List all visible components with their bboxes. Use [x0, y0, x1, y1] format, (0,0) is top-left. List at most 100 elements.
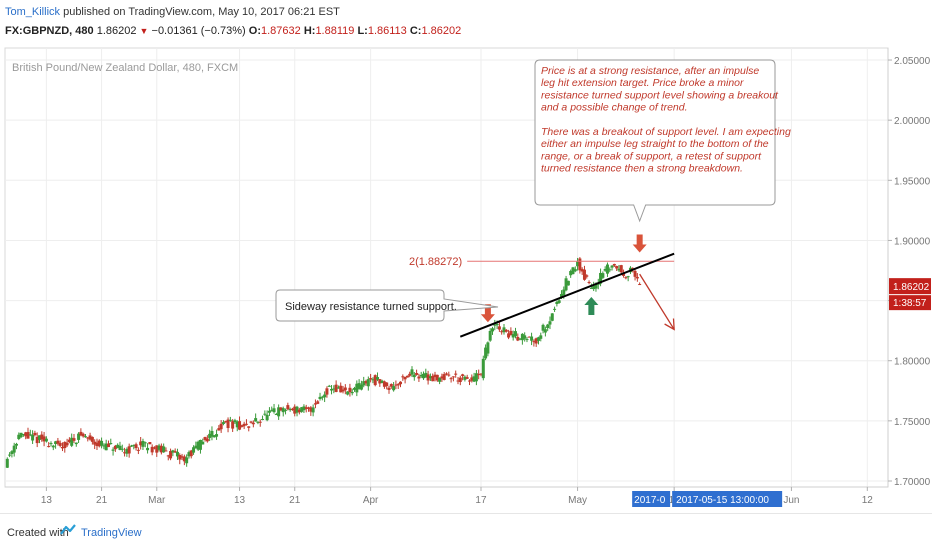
candle — [518, 338, 522, 340]
candle — [132, 444, 136, 446]
candle — [474, 373, 478, 382]
candle — [295, 406, 299, 413]
candle — [231, 421, 235, 429]
y-tick-label: 1.75000 — [894, 417, 931, 428]
candle — [37, 435, 41, 440]
candle — [341, 389, 345, 392]
candle — [580, 269, 584, 272]
countdown-label: 1:38:57 — [893, 298, 927, 309]
candle — [511, 334, 515, 338]
candle — [274, 414, 278, 416]
candle — [619, 265, 623, 273]
candle — [553, 308, 557, 310]
candle — [419, 374, 423, 377]
candle — [527, 336, 531, 338]
candle — [77, 433, 81, 440]
candle — [44, 438, 48, 442]
candle — [235, 421, 239, 428]
x-tick-label: 17 — [475, 495, 487, 506]
candle — [21, 434, 25, 436]
candle — [293, 406, 297, 414]
candle — [431, 375, 435, 382]
candle — [546, 324, 550, 329]
callout-line: resistance turned support level showing … — [541, 89, 779, 101]
candle — [376, 377, 380, 380]
candle — [279, 407, 283, 411]
high-label: H: — [303, 25, 316, 37]
candle — [615, 266, 619, 269]
candle — [70, 437, 74, 446]
candle — [219, 423, 223, 430]
up-arrow-icon — [584, 296, 599, 315]
candle — [17, 434, 21, 440]
close-label: C: — [409, 25, 422, 37]
candle — [14, 443, 18, 446]
x-tick-label: 13 — [41, 495, 53, 506]
tradingview-link[interactable]: TradingView — [81, 527, 142, 539]
candle — [415, 373, 419, 375]
candle — [359, 384, 363, 390]
candle — [102, 445, 106, 447]
candle — [472, 376, 476, 382]
created-with-text: Created with — [7, 527, 69, 539]
candle — [318, 396, 322, 399]
candle — [612, 263, 616, 266]
candle — [504, 329, 508, 332]
candle — [635, 276, 639, 279]
candle — [451, 376, 455, 378]
candle — [141, 440, 145, 447]
candle — [129, 445, 133, 447]
author-link[interactable]: Tom_Killick — [5, 6, 61, 18]
candle — [543, 329, 547, 333]
candle — [304, 407, 308, 409]
callout-line: turned resistance then a strong breakdow… — [541, 163, 743, 175]
candle — [585, 275, 589, 277]
candle — [150, 446, 154, 453]
candle — [267, 410, 271, 413]
candle — [633, 270, 637, 277]
candle — [449, 378, 453, 380]
candle — [555, 301, 559, 305]
candle — [205, 438, 209, 442]
candle — [378, 379, 382, 384]
x-tick-label: Apr — [363, 495, 379, 506]
candle — [159, 445, 163, 453]
candle — [500, 331, 504, 333]
candle — [277, 407, 281, 417]
candle — [601, 273, 605, 278]
candle — [284, 409, 288, 411]
candle — [332, 388, 336, 390]
candle — [470, 377, 474, 381]
candle — [362, 381, 366, 386]
x-tick-label: 13 — [234, 495, 246, 506]
candle — [109, 443, 113, 445]
candle — [445, 373, 448, 375]
candle — [495, 323, 499, 326]
candle — [146, 447, 150, 451]
candle — [8, 454, 12, 456]
candle — [428, 376, 432, 379]
candle — [548, 321, 552, 325]
callout-analysis-note: Price is at a strong resistance, after a… — [534, 59, 791, 223]
candle — [134, 444, 138, 449]
close-value: 1.86202 — [421, 25, 462, 37]
chart-header: Tom_Killick published on TradingView.com… — [0, 0, 932, 45]
candle — [215, 434, 219, 437]
callout-line: Price is at a strong resistance, after a… — [541, 65, 759, 77]
candle — [396, 384, 400, 386]
footer: Created with TradingView — [0, 513, 932, 551]
price-chart[interactable]: British Pound/New Zealand Dollar, 480, F… — [0, 45, 932, 513]
candle — [550, 313, 554, 321]
candle — [509, 330, 513, 336]
candle — [488, 330, 492, 341]
candle — [88, 435, 92, 440]
candle — [484, 347, 488, 359]
candle — [309, 407, 313, 412]
candle — [599, 272, 603, 284]
candle — [106, 443, 110, 448]
candle — [300, 407, 304, 412]
candle — [316, 401, 320, 404]
candle — [559, 294, 563, 298]
candle — [196, 441, 200, 450]
candle — [417, 376, 421, 379]
